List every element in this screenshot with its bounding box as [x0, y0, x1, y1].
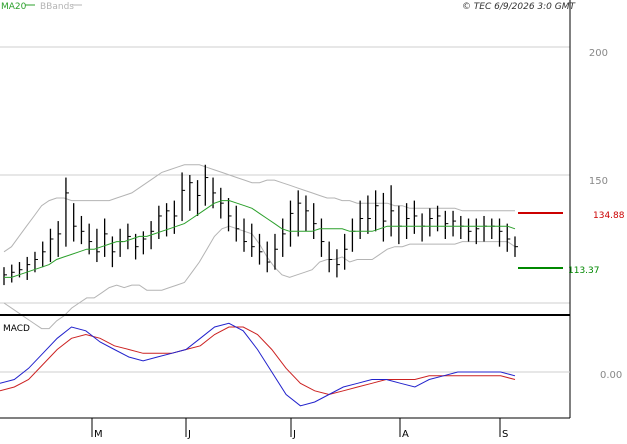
macd-zero-label: 0.00	[600, 370, 622, 381]
month-label-sep: S	[502, 429, 508, 440]
price-bars	[3, 164, 518, 286]
macd-lines	[0, 322, 516, 407]
ma20-series-line	[4, 200, 516, 278]
legend-ma20-label: MA20	[1, 2, 27, 12]
month-label-aug: A	[402, 429, 409, 440]
copyright-timestamp: © TEC 6/9/2026 3:0 GMT	[462, 2, 577, 12]
macd-label: MACD	[3, 324, 30, 334]
price-panel	[0, 46, 570, 330]
ma20-line	[4, 200, 516, 278]
price-tick-150: 150	[589, 176, 608, 187]
month-label-may: M	[94, 429, 103, 440]
support-level-label: 113.37	[568, 266, 600, 276]
resistance-level-label: 134.88	[593, 211, 625, 221]
macd-main-line	[0, 322, 516, 407]
macd-signal-line	[0, 326, 516, 396]
macd-panel	[0, 322, 570, 407]
month-label-jun: J	[187, 429, 191, 440]
price-tick-200: 200	[589, 48, 608, 59]
month-label-jul: J	[292, 429, 296, 440]
legend-bbands-label: BBands	[40, 2, 74, 12]
